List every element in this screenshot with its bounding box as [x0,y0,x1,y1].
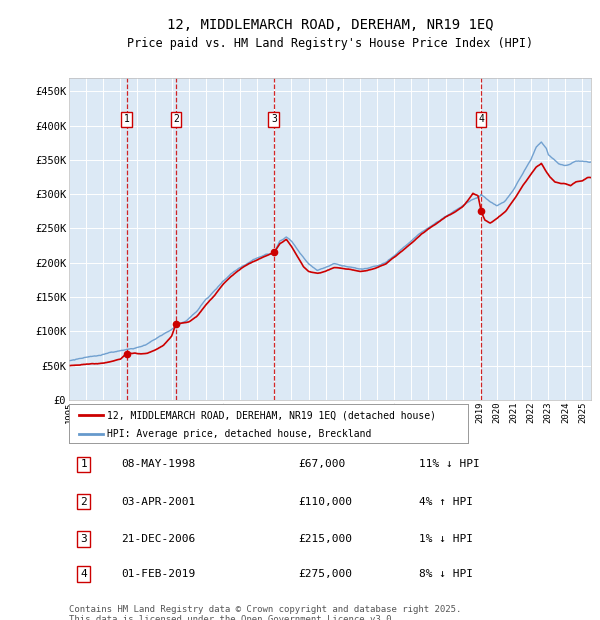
Text: £110,000: £110,000 [299,497,353,507]
Text: 03-APR-2001: 03-APR-2001 [121,497,196,507]
Text: 4: 4 [478,115,484,125]
Text: 1: 1 [124,115,130,125]
Text: 1% ↓ HPI: 1% ↓ HPI [419,534,473,544]
Text: 3: 3 [80,534,87,544]
Text: 3: 3 [271,115,277,125]
Text: 12, MIDDLEMARCH ROAD, DEREHAM, NR19 1EQ: 12, MIDDLEMARCH ROAD, DEREHAM, NR19 1EQ [167,18,493,32]
Text: 4: 4 [80,569,87,579]
Text: £67,000: £67,000 [299,459,346,469]
Text: Contains HM Land Registry data © Crown copyright and database right 2025.
This d: Contains HM Land Registry data © Crown c… [69,604,461,620]
Text: £275,000: £275,000 [299,569,353,579]
Text: 21-DEC-2006: 21-DEC-2006 [121,534,196,544]
Text: 8% ↓ HPI: 8% ↓ HPI [419,569,473,579]
Text: 2: 2 [80,497,87,507]
Text: 1: 1 [80,459,87,469]
Text: 12, MIDDLEMARCH ROAD, DEREHAM, NR19 1EQ (detached house): 12, MIDDLEMARCH ROAD, DEREHAM, NR19 1EQ … [107,410,436,420]
Text: 01-FEB-2019: 01-FEB-2019 [121,569,196,579]
Text: Price paid vs. HM Land Registry's House Price Index (HPI): Price paid vs. HM Land Registry's House … [127,37,533,50]
Text: 11% ↓ HPI: 11% ↓ HPI [419,459,479,469]
Text: 2: 2 [173,115,179,125]
Text: £215,000: £215,000 [299,534,353,544]
Text: HPI: Average price, detached house, Breckland: HPI: Average price, detached house, Brec… [107,428,371,438]
Text: 08-MAY-1998: 08-MAY-1998 [121,459,196,469]
Text: 4% ↑ HPI: 4% ↑ HPI [419,497,473,507]
